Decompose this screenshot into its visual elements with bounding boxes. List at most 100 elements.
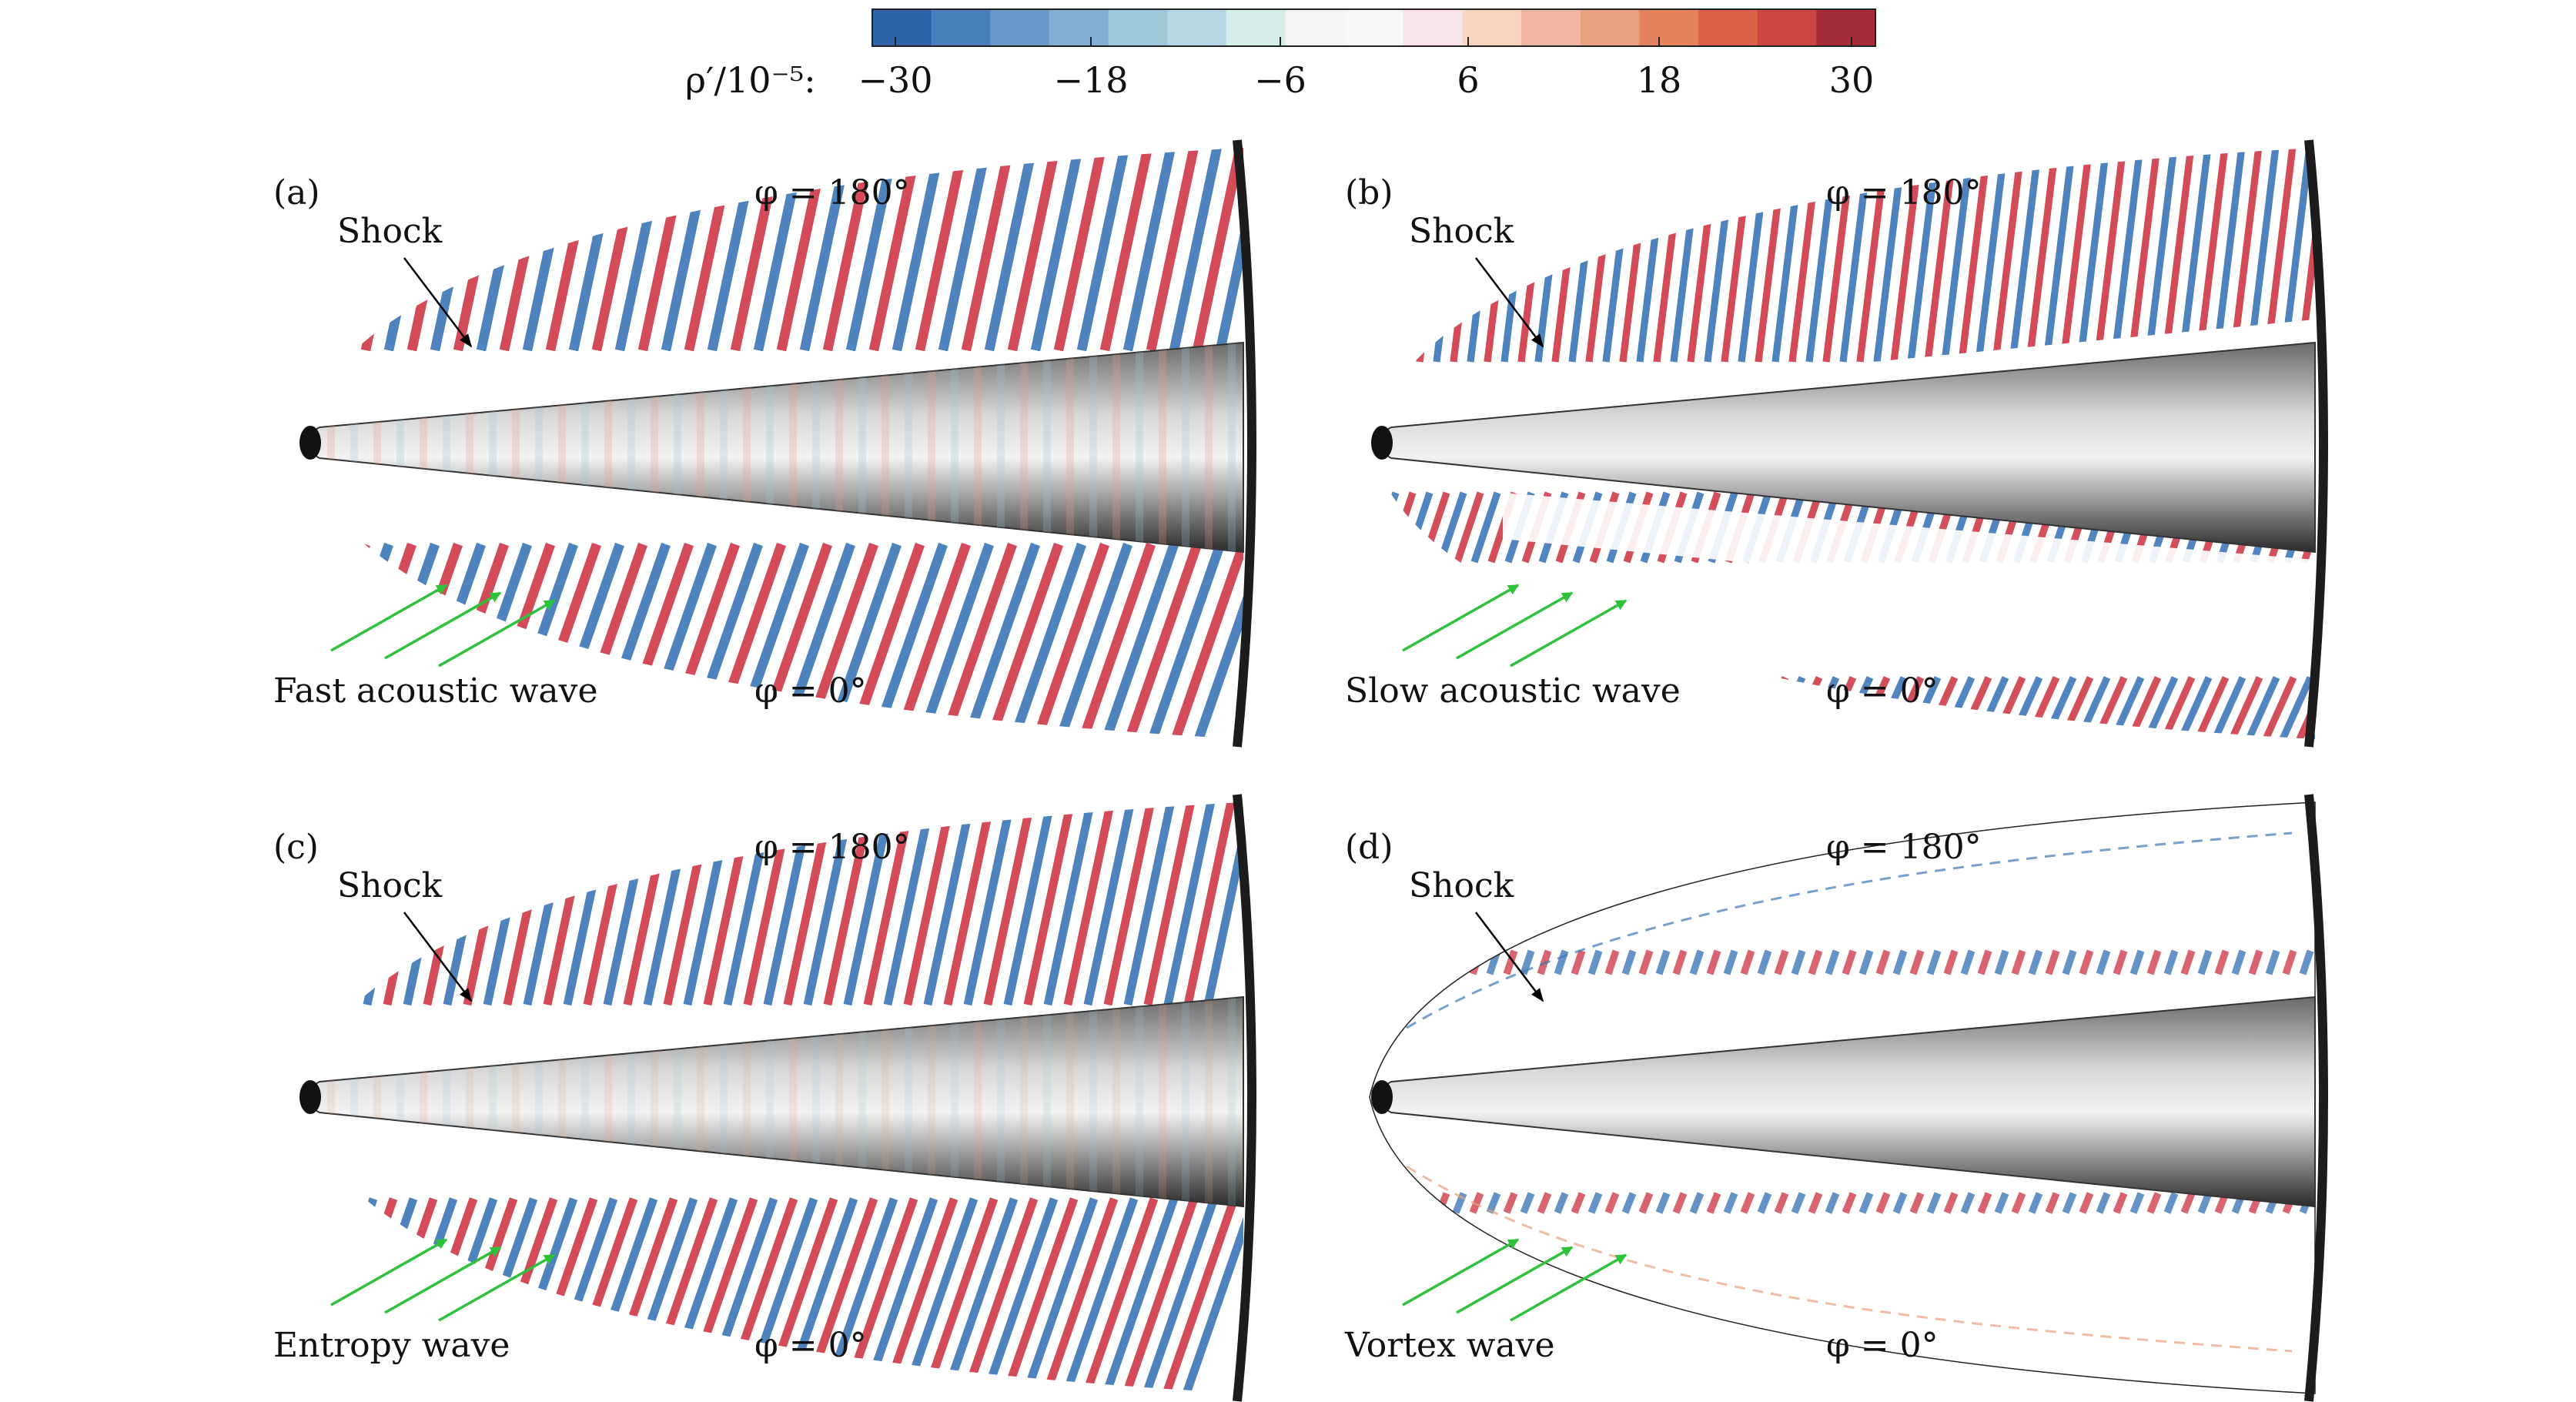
wave-stripe: [2170, 676, 2213, 739]
wave-stripe: [2337, 951, 2344, 974]
cone-nose: [299, 426, 321, 460]
wave-stripe: [2096, 949, 2111, 975]
wave-stripe: [2197, 1192, 2213, 1214]
wave-stripe: [1418, 949, 1434, 975]
wave-stripe: [1056, 1197, 1139, 1394]
wave-stripe: [1858, 949, 1874, 975]
incident-wave-arrow: [1402, 584, 1520, 652]
cone-surface-stripe: [697, 343, 704, 552]
bottom-angle-label: φ = 0°: [754, 671, 867, 711]
wave-stripe: [1503, 1192, 1518, 1214]
wave-stripe: [2079, 1192, 2094, 1214]
wave-stripe: [1452, 949, 1467, 975]
wave-stripe: [1571, 1192, 1586, 1214]
cone-surface-stripe: [604, 343, 612, 552]
wave-stripe: [1096, 542, 1179, 739]
wave-stripe: [2197, 949, 2213, 975]
cone-surface-stripe: [535, 997, 543, 1206]
wave-type-label: Entropy wave: [273, 1326, 510, 1365]
wave-stripe: [1116, 1197, 1199, 1394]
cone-surface-stripe: [489, 997, 497, 1206]
wave-stripe: [1418, 1192, 1434, 1214]
wave-stripe: [1781, 676, 1823, 739]
outflow-boundary: [1233, 139, 1256, 748]
wave-stripe: [1757, 949, 1772, 975]
shock-pointer-arrow: [403, 912, 473, 1002]
wave-stripe: [2146, 1192, 2162, 1214]
cone-surface-waves: [309, 343, 1236, 552]
incident-wave-arrow: [1456, 1246, 1574, 1314]
wave-stripe: [298, 1197, 338, 1394]
wave-stripe: [2178, 148, 2213, 363]
wave-stripe: [1587, 1192, 1603, 1214]
panel-letter: (d): [1345, 828, 1393, 867]
colorbar-swatch: [1639, 9, 1699, 46]
wave-stripe: [2045, 949, 2060, 975]
wave-stripe: [298, 148, 348, 352]
cone-surface-stripe: [443, 343, 450, 552]
cone-surface-stripe: [420, 343, 427, 552]
shock-pointer-arrow: [403, 257, 473, 348]
cone-surface-stripe: [1020, 997, 1028, 1206]
cone-surface-waves: [309, 997, 1236, 1206]
wave-stripe: [1994, 1192, 2009, 1214]
wave-stripe: [961, 148, 1018, 352]
colorbar-swatch: [1344, 9, 1404, 46]
wave-stripe: [1435, 949, 1450, 975]
bottom-angle-label: φ = 0°: [754, 1326, 867, 1365]
wave-stripe: [2093, 148, 2128, 363]
cone-surface-stripe: [1205, 343, 1213, 552]
wave-stripe: [1655, 1192, 1671, 1214]
wave-stripe: [1016, 1197, 1099, 1394]
wave-stripe: [1007, 148, 1064, 352]
wave-stripe: [298, 148, 302, 352]
cone-surface-stripe: [905, 997, 912, 1206]
wave-stripe: [1747, 676, 1789, 739]
top-angle-label: φ = 180°: [754, 828, 910, 867]
wave-stripe: [1142, 542, 1225, 739]
wave-stripe: [1706, 949, 1721, 975]
incident-wave-arrow: [1402, 1238, 1520, 1307]
cone-surface-stripe: [766, 343, 774, 552]
cone-surface-stripe: [1043, 343, 1051, 552]
cone-surface-stripe: [627, 997, 635, 1206]
cone-surface-stripe: [858, 997, 866, 1206]
wave-type-label: Fast acoustic wave: [273, 671, 597, 711]
wave-stripe: [2163, 1192, 2179, 1214]
cone-nose: [299, 1080, 321, 1114]
outflow-boundary: [2304, 139, 2328, 748]
cone-surface-stripe: [581, 343, 589, 552]
cone-surface-stripe: [697, 997, 704, 1206]
wave-stripe: [227, 132, 273, 350]
wave-stripe: [1454, 491, 1484, 564]
wave-stripe: [1050, 542, 1132, 739]
colorbar: ρ′/10⁻⁵: −30 −18 −6 6 18 30: [685, 8, 1876, 101]
wave-stripe: [2180, 949, 2196, 975]
cone-surface-stripe: [1020, 343, 1028, 552]
wave-stripe: [1638, 949, 1654, 975]
wave-stripe: [298, 148, 325, 352]
wave-stripe: [2127, 148, 2162, 363]
wave-stripe: [2248, 949, 2263, 975]
wave-stripe: [1310, 678, 1345, 755]
outflow-boundary: [1233, 794, 1256, 1402]
wave-stripe: [2221, 676, 2263, 739]
shock-label: Shock: [1409, 212, 1514, 251]
wave-stripe: [2212, 148, 2246, 363]
wave-stripe: [1842, 949, 1857, 975]
wave-stripe: [2042, 148, 2077, 363]
wave-stripe: [2146, 949, 2162, 975]
wave-stripe: [1354, 1193, 1362, 1213]
wave-stripe: [1146, 148, 1203, 352]
wave-stripe: [2187, 676, 2230, 739]
bottom-angle-label: φ = 0°: [1826, 671, 1939, 711]
wave-stripe: [1909, 949, 1925, 975]
wave-stripe: [298, 1197, 358, 1394]
cone-surface-stripe: [720, 997, 728, 1206]
wave-stripe: [1076, 148, 1133, 352]
wave-stripe: [1621, 1192, 1637, 1214]
wave-stripe: [1399, 148, 1434, 363]
wave-stripe: [1103, 802, 1159, 1006]
wave-stripe: [1003, 802, 1059, 1006]
wave-stripe: [2009, 148, 2043, 363]
